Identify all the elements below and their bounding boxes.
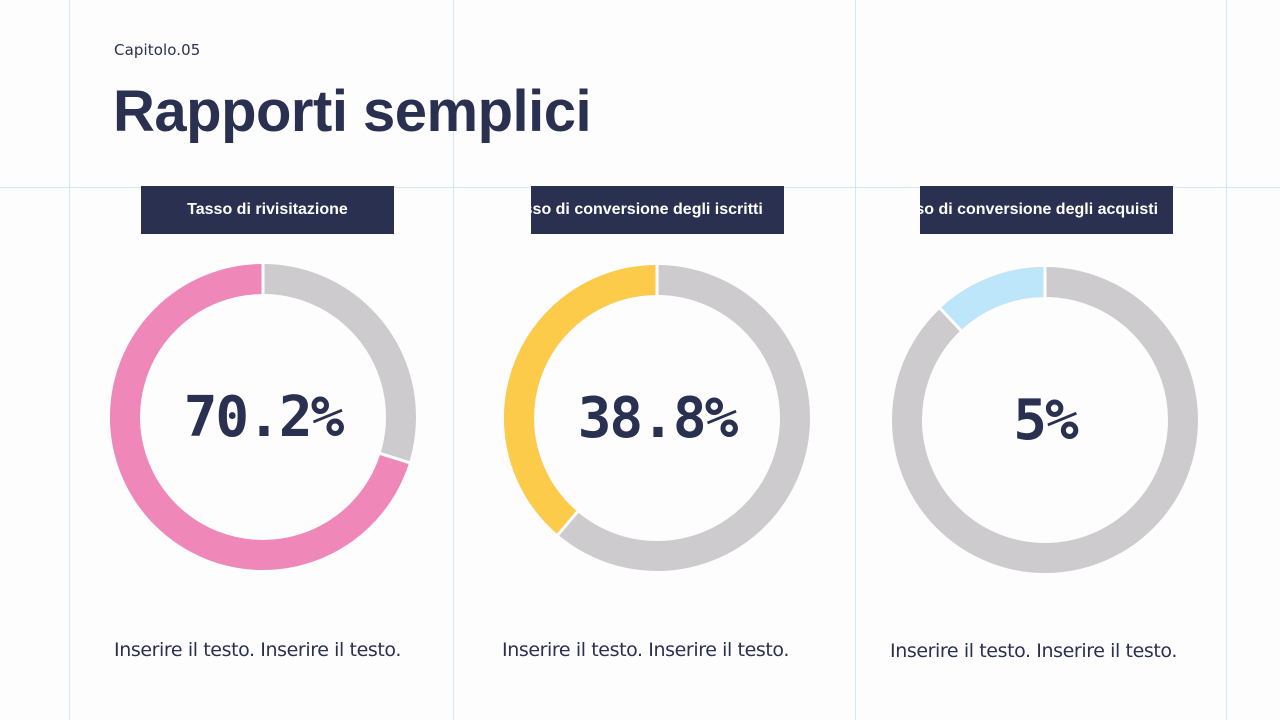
donut-svg [110, 264, 416, 570]
guide-line [855, 0, 856, 720]
metric-label: Tasso di conversione degli acquisti [920, 186, 1173, 234]
donut-svg [892, 267, 1198, 573]
metric-card-revisit: Tasso di rivisitazione 70.2% Inserire il… [100, 186, 440, 720]
metric-label: Tasso di rivisitazione [141, 186, 394, 234]
donut-separator [939, 307, 962, 332]
page-title: Rapporti semplici [113, 79, 592, 144]
donut-chart: 5% [890, 265, 1200, 575]
metric-label-text: Tasso di rivisitazione [187, 201, 348, 218]
metric-label-text: Tasso di conversione degli iscritti [531, 201, 763, 218]
metric-label-text: Tasso di conversione degli acquisti [920, 201, 1159, 218]
guide-line [69, 0, 70, 720]
donut-chart: 38.8% [502, 263, 812, 573]
metric-card-subscriber-conversion: Tasso di conversione degli iscritti 38.8… [490, 186, 830, 720]
donut-separator [556, 510, 579, 536]
metric-label: Tasso di conversione degli iscritti [531, 186, 784, 234]
percent-value: 5% [1013, 387, 1078, 453]
metric-card-purchase-conversion: Tasso di conversione degli acquisti 5% I… [879, 186, 1219, 720]
guide-line [453, 0, 454, 720]
chapter-label: Capitolo.05 [114, 41, 201, 59]
donut-chart: 70.2% [108, 262, 418, 572]
donut-separator [379, 452, 410, 464]
donut-svg [504, 265, 810, 571]
metric-description: Inserire il testo. Inserire il testo. [890, 640, 1177, 662]
metric-description: Inserire il testo. Inserire il testo. [502, 639, 789, 661]
metric-description: Inserire il testo. Inserire il testo. [114, 639, 401, 661]
percent-value: 70.2% [183, 384, 345, 450]
guide-line [1226, 0, 1227, 720]
percent-value: 38.8% [577, 385, 739, 451]
